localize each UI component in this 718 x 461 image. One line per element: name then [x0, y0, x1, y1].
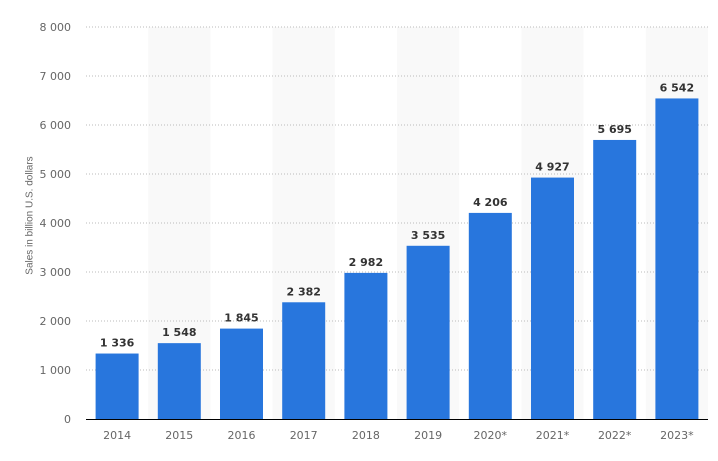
- bar[interactable]: [531, 177, 574, 419]
- y-axis-label: Sales in billion U.S. dollars: [24, 156, 36, 275]
- y-tick-label: 1 000: [40, 364, 72, 377]
- bar[interactable]: [344, 272, 388, 419]
- bar[interactable]: [282, 302, 326, 419]
- x-tick-label: 2022*: [598, 429, 632, 442]
- bar[interactable]: [157, 343, 201, 419]
- bar[interactable]: [593, 139, 637, 419]
- x-tick-label: 2014: [103, 429, 131, 442]
- x-tick-label: 2023*: [660, 429, 694, 442]
- x-tick-label: 2015: [165, 429, 193, 442]
- bar[interactable]: [220, 328, 263, 419]
- y-tick-label: 5 000: [40, 168, 72, 181]
- bar-value-label: 1 548: [162, 326, 196, 339]
- x-tick-label: 2020*: [474, 429, 508, 442]
- bar-value-label: 1 336: [100, 337, 135, 350]
- x-tick-label: 2019: [414, 429, 442, 442]
- y-tick-label: 3 000: [40, 266, 72, 279]
- x-tick-label: 2016: [228, 429, 256, 442]
- bar[interactable]: [406, 245, 450, 419]
- x-tick-label: 2017: [290, 429, 318, 442]
- x-tick-label: 2018: [352, 429, 380, 442]
- y-tick-label: 7 000: [40, 70, 72, 83]
- y-tick-label: 4 000: [40, 217, 72, 230]
- bar[interactable]: [655, 98, 699, 419]
- bar-value-label: 4 206: [473, 196, 508, 209]
- y-tick-label: 2 000: [40, 315, 72, 328]
- bar-value-label: 5 695: [597, 123, 631, 136]
- bar[interactable]: [468, 212, 512, 419]
- y-tick-label: 8 000: [40, 21, 72, 34]
- bar-value-label: 3 535: [411, 229, 445, 242]
- bar-value-label: 1 845: [224, 312, 258, 325]
- bar-value-label: 4 927: [535, 161, 569, 174]
- x-tick-label: 2021*: [536, 429, 570, 442]
- y-tick-label: 0: [64, 413, 71, 426]
- y-tick-label: 6 000: [40, 119, 72, 132]
- bar-value-label: 2 382: [286, 285, 320, 298]
- bar[interactable]: [95, 353, 139, 419]
- bar-value-label: 6 542: [660, 81, 694, 94]
- bar-value-label: 2 982: [349, 256, 383, 269]
